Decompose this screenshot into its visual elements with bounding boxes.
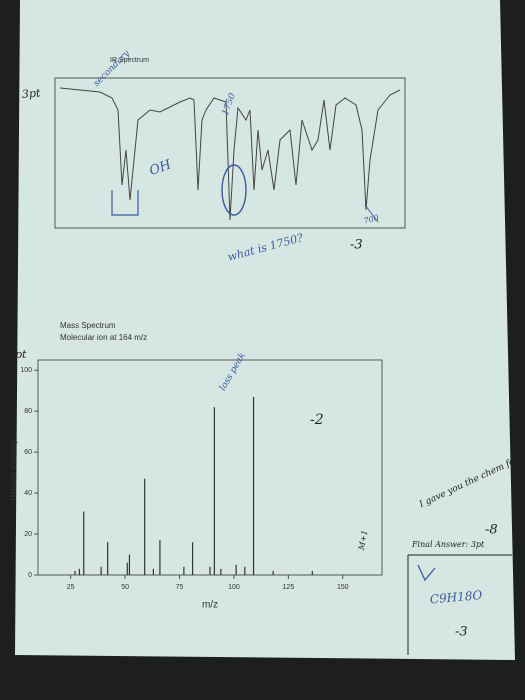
chart-subtitle: Molecular ion at 164 m/z bbox=[60, 333, 147, 342]
handwritten-note: 3pt bbox=[21, 86, 41, 101]
paper bbox=[15, 0, 515, 660]
ink-circle bbox=[221, 164, 247, 216]
handwritten-note: 700 bbox=[363, 213, 380, 226]
handwritten-note: OH bbox=[147, 157, 173, 179]
ink-check bbox=[417, 564, 436, 582]
y-tick-label: 0 bbox=[28, 572, 32, 579]
handwritten-note: -3 bbox=[350, 238, 363, 253]
x-tick-label: 50 bbox=[121, 584, 129, 591]
x-tick-label: 75 bbox=[176, 584, 184, 591]
ink-underline bbox=[364, 204, 379, 223]
x-tick-label: 125 bbox=[283, 584, 295, 591]
handwritten-note: -3 bbox=[455, 625, 468, 640]
x-axis-label: m/z bbox=[202, 600, 218, 611]
x-tick-label: 25 bbox=[67, 584, 75, 591]
ir-trace bbox=[59, 87, 401, 221]
y-tick-label: 20 bbox=[24, 531, 32, 538]
handwritten-note: -2 bbox=[310, 412, 324, 428]
ink-bracket bbox=[111, 190, 139, 216]
ir-frame bbox=[54, 77, 406, 229]
x-tick-label: 150 bbox=[337, 584, 349, 591]
y-tick-label: 60 bbox=[24, 449, 32, 456]
y-tick-label: 100 bbox=[20, 367, 32, 374]
y-tick-label: 40 bbox=[24, 490, 32, 497]
ir-title: IR Spectrum bbox=[110, 57, 149, 64]
y-tick-label: 80 bbox=[24, 408, 32, 415]
handwritten-note: 2pt bbox=[7, 348, 27, 361]
y-axis-label: Relative Intensity bbox=[9, 440, 18, 501]
mass-spectrum: Mass Spectrum Molecular ion at 164 m/z m… bbox=[9, 321, 383, 611]
chart-title: Mass Spectrum bbox=[60, 321, 116, 330]
handwritten-note: C9H18O bbox=[429, 588, 483, 607]
handwritten-note: Final Answer: 3pt bbox=[411, 540, 485, 549]
handwritten-note: M+1 bbox=[357, 529, 370, 551]
x-tick-label: 100 bbox=[228, 584, 240, 591]
handwritten-note: -8 bbox=[485, 523, 498, 538]
